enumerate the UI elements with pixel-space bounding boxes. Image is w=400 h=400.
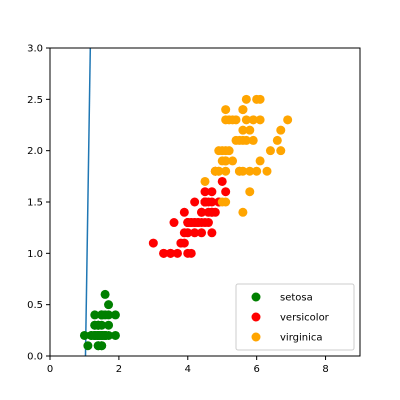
series-versicolor [148, 166, 231, 258]
point-virginica [245, 187, 255, 197]
legend-marker-versicolor [251, 312, 261, 322]
point-virginica [238, 125, 248, 135]
point-setosa [110, 330, 120, 340]
point-versicolor [176, 238, 186, 248]
legend-box [235, 283, 355, 351]
point-versicolor [179, 207, 189, 217]
point-versicolor [159, 248, 169, 258]
point-virginica [231, 135, 241, 145]
point-versicolor [207, 197, 217, 207]
point-versicolor [197, 207, 207, 217]
point-virginica [255, 156, 265, 166]
legend-marker-setosa [251, 292, 261, 302]
point-setosa [93, 341, 103, 351]
point-versicolor [183, 228, 193, 238]
y-tick-label: 0.5 [27, 300, 43, 311]
point-versicolor [210, 207, 220, 217]
point-virginica [245, 166, 255, 176]
point-virginica [255, 94, 265, 104]
point-setosa [90, 310, 100, 320]
x-tick-label: 6 [253, 364, 259, 375]
point-virginica [221, 105, 231, 115]
point-virginica [238, 105, 248, 115]
point-virginica [248, 115, 258, 125]
point-setosa [110, 310, 120, 320]
point-versicolor [207, 228, 217, 238]
point-versicolor [203, 207, 213, 217]
point-versicolor [203, 218, 213, 228]
point-setosa [104, 300, 114, 310]
point-virginica [265, 146, 275, 156]
point-virginica [245, 125, 255, 135]
point-virginica [221, 197, 231, 207]
x-tick-label: 4 [185, 364, 191, 375]
point-versicolor [148, 238, 158, 248]
point-versicolor [217, 176, 227, 186]
point-virginica [262, 166, 272, 176]
point-versicolor [197, 228, 207, 238]
point-virginica [252, 166, 262, 176]
fit-line-layer [84, 48, 92, 356]
legend-label-setosa: setosa [280, 293, 313, 304]
y-tick-label: 2.0 [27, 146, 43, 157]
fit-line [84, 48, 92, 356]
point-versicolor [207, 187, 217, 197]
point-virginica [238, 207, 248, 217]
point-setosa [79, 330, 89, 340]
point-versicolor [200, 197, 210, 207]
point-versicolor [169, 218, 179, 228]
point-virginica [238, 135, 248, 145]
point-setosa [83, 341, 93, 351]
point-versicolor [190, 228, 200, 238]
legend: setosa versicolor virginica [235, 283, 355, 351]
point-virginica [221, 166, 231, 176]
point-versicolor [200, 187, 210, 197]
point-virginica [241, 115, 251, 125]
point-versicolor [186, 218, 196, 228]
axes-layer: 0 2 4 6 8 0.0 0.5 1.0 1.5 2.0 2.5 3.0 [27, 44, 361, 375]
point-versicolor [221, 187, 231, 197]
point-virginica [231, 115, 241, 125]
x-tick-label: 8 [322, 364, 328, 375]
point-virginica [217, 156, 227, 166]
point-virginica [276, 125, 286, 135]
point-setosa [100, 289, 110, 299]
point-virginica [272, 135, 282, 145]
point-virginica [224, 146, 234, 156]
point-versicolor [193, 218, 203, 228]
point-virginica [248, 135, 258, 145]
y-tick-label: 1.5 [27, 198, 43, 209]
x-tick-label: 2 [116, 364, 122, 375]
y-tick-label: 1.0 [27, 249, 43, 260]
point-virginica [234, 166, 244, 176]
point-versicolor [172, 248, 182, 258]
points-layer [79, 94, 293, 351]
point-virginica [283, 115, 293, 125]
point-virginica [200, 176, 210, 186]
x-tick-label: 0 [47, 364, 53, 375]
point-versicolor [166, 248, 176, 258]
point-virginica [276, 146, 286, 156]
point-versicolor [190, 197, 200, 207]
point-setosa [93, 330, 103, 340]
legend-label-versicolor: versicolor [280, 313, 330, 324]
legend-marker-virginica [251, 332, 261, 342]
point-setosa [104, 320, 114, 330]
point-setosa [97, 310, 107, 320]
legend-label-virginica: virginica [280, 333, 323, 344]
series-virginica [200, 94, 293, 217]
point-virginica [224, 115, 234, 125]
series-setosa [79, 289, 120, 351]
y-tick-label: 3.0 [27, 44, 43, 55]
point-virginica [210, 166, 220, 176]
y-tick-label: 2.5 [27, 95, 43, 106]
point-virginica [228, 156, 238, 166]
point-virginica [255, 115, 265, 125]
point-virginica [214, 146, 224, 156]
y-tick-label: 0.0 [27, 352, 43, 363]
point-versicolor [186, 248, 196, 258]
point-setosa [93, 320, 103, 330]
point-virginica [241, 94, 251, 104]
